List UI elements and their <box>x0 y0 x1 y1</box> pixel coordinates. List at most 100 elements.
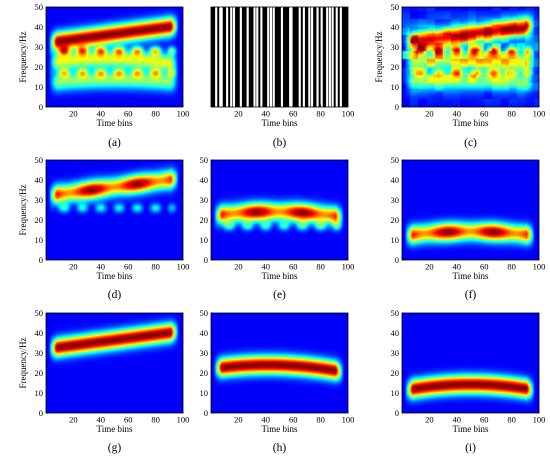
x-tick-label: 100 <box>533 262 546 272</box>
x-tick-label: 40 <box>262 262 271 272</box>
subplot-caption: (g) <box>108 442 122 454</box>
x-axis-label: Time bins <box>97 424 133 434</box>
y-tick-label: 0 <box>39 102 43 112</box>
mask-white-bin <box>220 7 223 107</box>
y-tick-label: 20 <box>391 215 400 225</box>
x-tick-label: 80 <box>316 415 325 425</box>
y-tick-label: 0 <box>395 102 399 112</box>
x-tick-label: 40 <box>453 262 462 272</box>
x-tick-label: 60 <box>289 262 298 272</box>
y-tick-label: 20 <box>200 368 209 378</box>
mask-white-bin <box>239 7 242 107</box>
y-tick-label: 40 <box>35 328 44 338</box>
x-tick-label: 40 <box>453 415 462 425</box>
heatmap-i <box>402 313 539 413</box>
subplot-b: 20 40 60 80 100 Time bins (b) <box>210 6 354 149</box>
y-tick-label: 40 <box>391 22 400 32</box>
x-tick-label: 80 <box>151 415 160 425</box>
x-tick-label: 100 <box>342 415 355 425</box>
x-tick-label: 100 <box>533 415 546 425</box>
subplot-caption: (d) <box>108 289 122 301</box>
mask-white-bin <box>280 7 283 107</box>
y-tick-label: 10 <box>35 82 44 92</box>
x-tick-label: 60 <box>124 109 133 119</box>
x-tick-label: 80 <box>507 262 516 272</box>
y-tick-label: 20 <box>391 62 400 72</box>
plot-frame-f <box>401 159 540 261</box>
subplot-e: 20 40 60 80 100 0 10 20 30 40 50 Time bins (e) <box>200 155 355 301</box>
y-tick-label: 30 <box>35 195 44 205</box>
y-tick-label: 50 <box>391 2 400 12</box>
plot-frame-c <box>401 6 540 108</box>
y-tick-label: 40 <box>200 175 209 185</box>
y-tick-label: 10 <box>200 235 209 245</box>
heatmap-c <box>402 7 539 107</box>
x-axis-label: Time bins <box>97 271 133 281</box>
y-tick-label: 30 <box>200 195 209 205</box>
x-axis-label: Time bins <box>262 424 298 434</box>
heatmap-e <box>211 160 348 260</box>
y-tick-label: 20 <box>391 368 400 378</box>
mask-white-bin <box>308 7 311 107</box>
mask-white-bin <box>335 7 338 107</box>
x-axis-label: Time bins <box>97 118 133 128</box>
y-tick-label: 30 <box>391 348 400 358</box>
subplot-caption: (e) <box>273 289 286 301</box>
mask-white-bin <box>232 7 236 107</box>
mask-white-bin <box>260 7 263 107</box>
y-tick-label: 0 <box>395 255 399 265</box>
mask-white-bin <box>331 7 334 107</box>
y-tick-label: 0 <box>204 255 208 265</box>
y-tick-label: 30 <box>35 348 44 358</box>
mask-white-bin <box>298 7 301 107</box>
y-tick-label: 50 <box>35 155 44 165</box>
y-tick-label: 40 <box>35 22 44 32</box>
subplot-g: 20 40 60 80 100 0 10 20 30 40 50 Time bins Frequency… <box>18 308 189 454</box>
y-tick-label: 10 <box>35 388 44 398</box>
x-tick-label: 40 <box>262 415 271 425</box>
x-tick-label: 20 <box>234 415 243 425</box>
x-tick-label: 80 <box>151 262 160 272</box>
mask-white-bin <box>316 7 319 107</box>
mask-white-bin <box>311 7 314 107</box>
y-axis-label: Frequency/Hz <box>18 338 28 389</box>
x-tick-label: 80 <box>507 109 516 119</box>
x-tick-label: 80 <box>151 109 160 119</box>
x-tick-label: 100 <box>342 262 355 272</box>
x-tick-label: 60 <box>124 415 133 425</box>
x-tick-label: 60 <box>124 262 133 272</box>
y-tick-label: 20 <box>35 62 44 72</box>
subplot-a: 20 40 60 80 100 0 10 20 30 40 50 Time bins Frequency… <box>18 2 189 149</box>
x-axis-label: Time bins <box>262 271 298 281</box>
plot-frame-g <box>45 312 184 414</box>
y-tick-label: 50 <box>35 2 44 12</box>
subplot-f: 20 40 60 80 100 0 10 20 30 40 50 Time bins (f) <box>391 155 546 301</box>
y-tick-label: 20 <box>35 368 44 378</box>
heatmap-a <box>46 7 183 107</box>
y-tick-label: 40 <box>200 328 209 338</box>
plot-frame-i <box>401 312 540 414</box>
y-tick-label: 40 <box>391 175 400 185</box>
x-tick-label: 60 <box>289 109 298 119</box>
plot-frame-b <box>210 6 349 108</box>
x-tick-label: 20 <box>425 262 434 272</box>
x-tick-label: 60 <box>289 415 298 425</box>
x-tick-label: 100 <box>177 109 190 119</box>
y-tick-label: 0 <box>39 408 43 418</box>
heatmap-h <box>211 313 348 413</box>
y-axis-label: Frequency/Hz <box>18 185 28 236</box>
y-tick-label: 10 <box>391 235 400 245</box>
x-tick-label: 80 <box>316 109 325 119</box>
x-tick-label: 60 <box>480 262 489 272</box>
y-tick-label: 40 <box>35 175 44 185</box>
x-tick-label: 20 <box>425 109 434 119</box>
y-tick-label: 0 <box>204 408 208 418</box>
y-tick-label: 30 <box>391 195 400 205</box>
x-tick-label: 20 <box>234 109 243 119</box>
y-axis-label: Frequency/Hz <box>374 32 384 83</box>
subplot-i: 20 40 60 80 100 0 10 20 30 40 50 Time bins (i) <box>391 308 546 454</box>
plot-frame-e <box>210 159 349 261</box>
mask-white-bin <box>246 7 249 107</box>
x-axis-label: Time bins <box>453 118 489 128</box>
mask-white-bin <box>230 7 233 107</box>
